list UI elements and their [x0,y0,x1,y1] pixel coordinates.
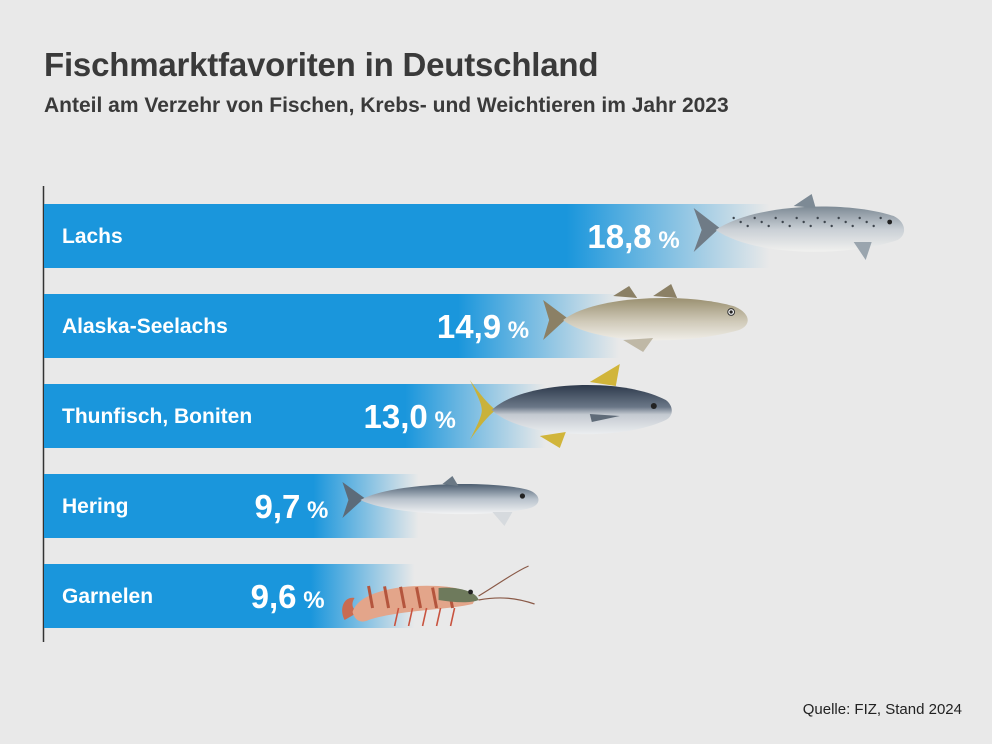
category-label: Thunfisch, Boniten [62,405,252,428]
category-label: Alaska-Seelachs [62,315,228,338]
value-label: 9,7 % [255,488,329,525]
category-label: Lachs [62,225,123,248]
salmon-icon [693,194,905,260]
category-label: Garnelen [62,585,153,608]
chart-title: Fischmarktfavoriten in Deutschland [44,46,599,83]
tuna-icon [469,364,672,448]
bar-5 [44,564,415,628]
value-label: 14,9 % [437,308,529,345]
value-label: 13,0 % [364,398,456,435]
source-note: Quelle: FIZ, Stand 2024 [802,701,962,718]
value-label: 9,6 % [251,578,325,615]
chart-subtitle: Anteil am Verzehr von Fischen, Krebs- un… [44,94,729,117]
category-label: Hering [62,495,129,518]
pollock-icon [543,284,748,352]
bar-4 [44,474,419,538]
shrimp-icon [342,565,535,627]
bar-1 [44,204,770,268]
bar-2 [44,294,620,358]
bar-3 [44,384,546,448]
herring-icon [342,476,539,526]
value-label: 18,8 % [587,218,679,255]
